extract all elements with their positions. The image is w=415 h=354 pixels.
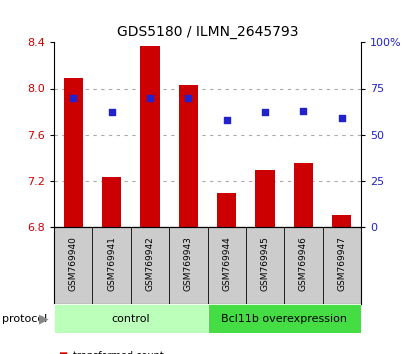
Bar [63, 78, 83, 227]
Point [70, 95, 76, 101]
Text: GSM769945: GSM769945 [261, 236, 270, 291]
Text: protocol: protocol [2, 314, 47, 324]
Text: ■: ■ [58, 351, 67, 354]
Point [108, 110, 115, 115]
Point [262, 110, 269, 115]
Bar [54, 304, 208, 333]
Text: Bcl11b overexpression: Bcl11b overexpression [221, 314, 347, 324]
Bar [102, 177, 121, 227]
Bar [256, 170, 275, 227]
Bar [140, 46, 159, 227]
Bar [294, 163, 313, 227]
Point [339, 115, 345, 121]
Text: transformed count: transformed count [73, 351, 164, 354]
Text: GSM769942: GSM769942 [145, 236, 154, 291]
Text: GSM769944: GSM769944 [222, 236, 231, 291]
Text: GSM769940: GSM769940 [68, 236, 78, 291]
Bar [208, 304, 361, 333]
Text: ▶: ▶ [39, 312, 48, 325]
Title: GDS5180 / ILMN_2645793: GDS5180 / ILMN_2645793 [117, 25, 298, 39]
Text: GSM769941: GSM769941 [107, 236, 116, 291]
Point [185, 95, 192, 101]
Text: GSM769946: GSM769946 [299, 236, 308, 291]
Bar [332, 215, 352, 227]
Point [146, 95, 153, 101]
Point [223, 117, 230, 122]
Point [300, 108, 307, 113]
Text: GSM769943: GSM769943 [184, 236, 193, 291]
Bar [179, 85, 198, 227]
Text: GSM769947: GSM769947 [337, 236, 347, 291]
Text: control: control [111, 314, 150, 324]
Bar [217, 193, 236, 227]
